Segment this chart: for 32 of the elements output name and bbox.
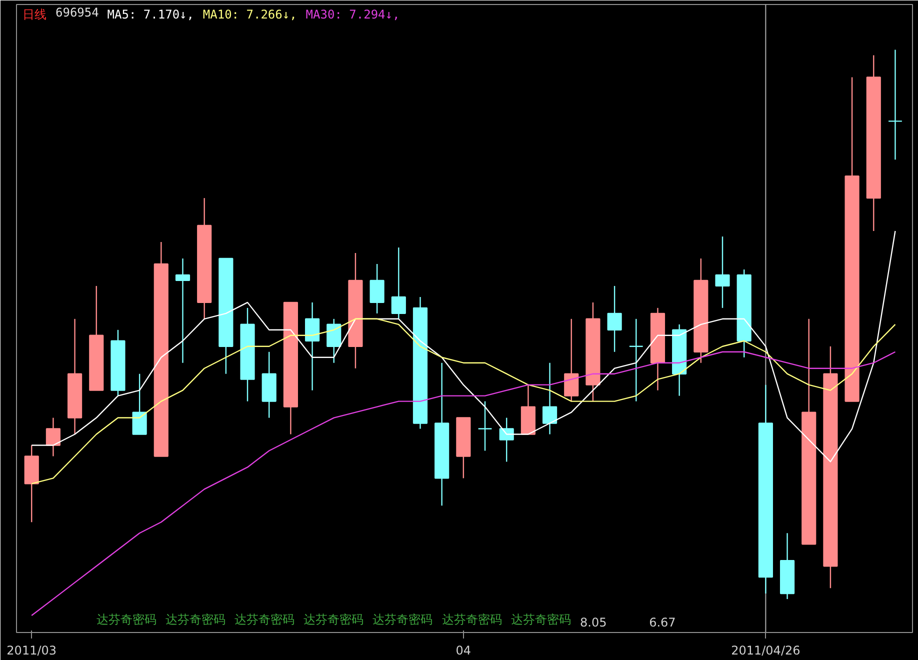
text: 达芬奇密码 bbox=[372, 612, 433, 626]
candlestick bbox=[46, 417, 60, 457]
x-tick-label: 04 bbox=[456, 644, 472, 658]
text: 达芬奇密码 bbox=[304, 612, 364, 626]
candlestick bbox=[607, 285, 622, 352]
text: 达芬奇密码 bbox=[96, 612, 156, 626]
candlestick bbox=[628, 318, 644, 402]
text: 达芬奇密码 bbox=[234, 612, 295, 626]
candlestick bbox=[132, 373, 147, 435]
candlestick bbox=[888, 49, 903, 160]
candlestick bbox=[715, 236, 730, 309]
candlestick bbox=[391, 246, 406, 320]
candlestick bbox=[542, 362, 558, 435]
chart-title: 日线 bbox=[22, 8, 46, 22]
candlestick bbox=[478, 400, 492, 452]
text: 8.05 bbox=[580, 616, 607, 630]
x-tick-label: 2011/03 bbox=[6, 644, 57, 658]
text: 6.67 bbox=[649, 616, 676, 630]
candlestick bbox=[326, 318, 342, 364]
text: 达芬奇密码 bbox=[510, 612, 571, 626]
text: 达芬奇密码 bbox=[442, 612, 502, 626]
text: MA30: 7.294↓, bbox=[306, 8, 400, 22]
candlestick bbox=[499, 417, 514, 462]
candlestick bbox=[564, 318, 579, 402]
text: 达芬奇密码 bbox=[165, 612, 226, 626]
text: MA5: 7.170↓, bbox=[107, 8, 194, 22]
candlestick bbox=[370, 263, 384, 314]
candlestick bbox=[175, 258, 190, 364]
text: MA10: 7.266↓, bbox=[202, 8, 297, 22]
x-tick-label: 2011/04/26 bbox=[731, 644, 800, 658]
chart-subtitle: 696954 bbox=[56, 6, 99, 20]
candlestick bbox=[304, 302, 320, 391]
